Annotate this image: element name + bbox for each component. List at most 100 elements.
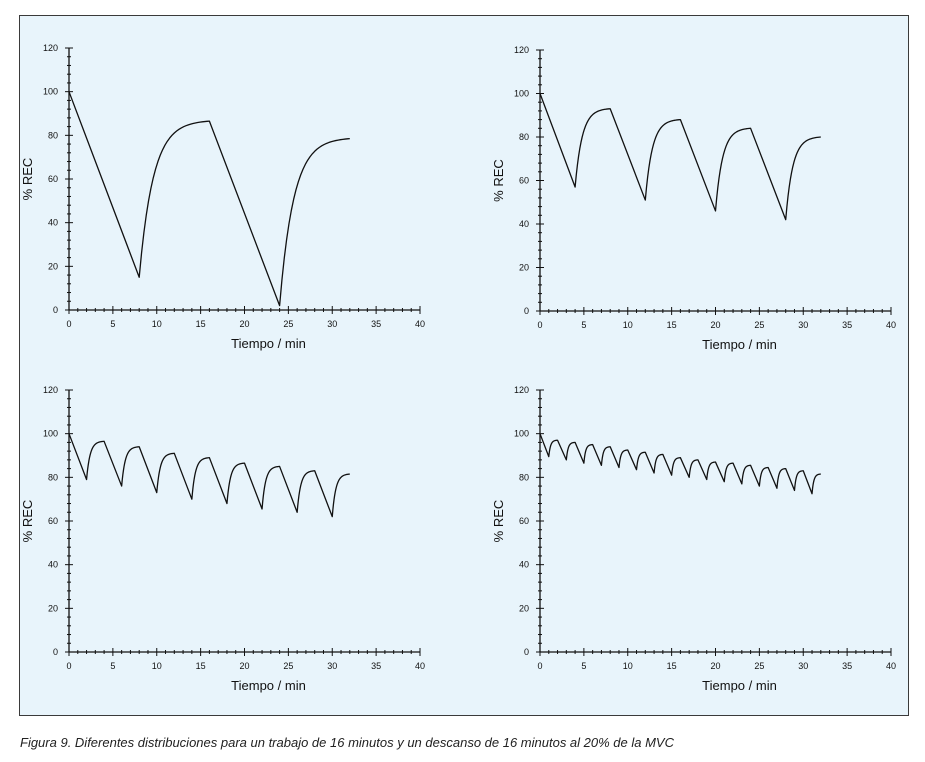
data-point <box>680 457 681 458</box>
data-point <box>86 479 87 480</box>
y-tick-label: 100 <box>43 429 58 439</box>
data-point <box>174 453 175 454</box>
data-point <box>768 467 769 468</box>
data-point <box>68 91 69 92</box>
data-point <box>636 469 637 470</box>
x-axis-label: Tiempo / min <box>231 336 306 351</box>
data-point <box>618 467 619 468</box>
x-tick-label: 5 <box>581 320 586 330</box>
y-axis-label: % REC <box>20 500 35 543</box>
x-tick-label: 10 <box>152 661 162 671</box>
y-tick-label: 120 <box>514 385 529 395</box>
data-point <box>332 516 333 517</box>
data-point <box>750 128 751 129</box>
data-point <box>627 449 628 450</box>
y-tick-label: 120 <box>43 43 58 53</box>
x-tick-label: 25 <box>283 661 293 671</box>
y-tick-label: 100 <box>514 89 529 99</box>
data-point <box>539 433 540 434</box>
x-tick-label: 20 <box>710 661 720 671</box>
data-point <box>191 499 192 500</box>
data-point <box>645 199 646 200</box>
y-tick-label: 20 <box>519 603 529 613</box>
x-tick-label: 40 <box>415 319 425 329</box>
y-tick-label: 40 <box>48 218 58 228</box>
chart-3: 0 5 10 15 20 25 30 35 40 0 20 40 60 80 100 120 Tiempo / … <box>20 385 425 693</box>
data-point <box>794 490 795 491</box>
data-point <box>750 465 751 466</box>
x-tick-label: 15 <box>667 320 677 330</box>
x-tick-label: 35 <box>371 661 381 671</box>
data-point <box>715 210 716 211</box>
data-point <box>820 136 821 137</box>
x-tick-label: 20 <box>239 661 249 671</box>
x-axis-label: Tiempo / min <box>702 678 777 693</box>
data-point <box>697 459 698 460</box>
x-axis-label: Tiempo / min <box>702 337 777 352</box>
y-axis-label: % REC <box>491 159 506 202</box>
data-point <box>209 457 210 458</box>
data-point <box>732 463 733 464</box>
data-point <box>279 305 280 306</box>
data-point <box>645 452 646 453</box>
data-point <box>539 93 540 94</box>
y-tick-label: 20 <box>48 261 58 271</box>
data-point <box>156 492 157 493</box>
data-point <box>226 503 227 504</box>
x-tick-label: 10 <box>623 661 633 671</box>
chart-4: 0 5 10 15 20 25 30 35 40 0 20 40 60 80 100 120 Tiempo / … <box>491 385 896 693</box>
x-tick-label: 40 <box>886 661 896 671</box>
y-tick-label: 120 <box>43 385 58 395</box>
data-point <box>566 459 567 460</box>
data-point <box>715 461 716 462</box>
data-point <box>314 470 315 471</box>
figure-caption: Figura 9. Diferentes distribuciones para… <box>20 735 674 750</box>
data-point <box>349 473 350 474</box>
data-point <box>610 446 611 447</box>
data-point <box>653 472 654 473</box>
x-tick-label: 35 <box>842 661 852 671</box>
data-point <box>785 468 786 469</box>
data-point <box>785 219 786 220</box>
y-axis-label: % REC <box>20 158 35 201</box>
x-tick-label: 30 <box>798 320 808 330</box>
data-point <box>548 456 549 457</box>
y-tick-label: 80 <box>48 472 58 482</box>
data-point <box>104 441 105 442</box>
data-point <box>557 440 558 441</box>
data-point <box>592 444 593 445</box>
data-point <box>759 485 760 486</box>
y-tick-label: 60 <box>48 174 58 184</box>
y-tick-label: 20 <box>519 263 529 273</box>
data-point <box>811 493 812 494</box>
data-point <box>724 481 725 482</box>
x-tick-label: 40 <box>415 661 425 671</box>
y-tick-label: 100 <box>43 87 58 97</box>
x-tick-label: 5 <box>110 661 115 671</box>
x-tick-label: 25 <box>754 320 764 330</box>
data-point <box>279 466 280 467</box>
data-point <box>261 508 262 509</box>
data-point <box>610 108 611 109</box>
x-tick-label: 5 <box>110 319 115 329</box>
y-tick-label: 20 <box>48 603 58 613</box>
x-tick-label: 40 <box>886 320 896 330</box>
x-tick-label: 10 <box>623 320 633 330</box>
x-tick-label: 25 <box>283 319 293 329</box>
y-tick-label: 0 <box>524 306 529 316</box>
x-tick-label: 0 <box>66 661 71 671</box>
data-point <box>244 463 245 464</box>
data-point <box>121 485 122 486</box>
data-point <box>601 465 602 466</box>
x-tick-label: 30 <box>798 661 808 671</box>
y-tick-label: 100 <box>514 429 529 439</box>
y-tick-label: 80 <box>48 130 58 140</box>
series-line <box>539 433 822 495</box>
y-tick-label: 60 <box>48 516 58 526</box>
data-point <box>803 470 804 471</box>
y-tick-label: 0 <box>53 647 58 657</box>
y-tick-label: 60 <box>519 176 529 186</box>
x-tick-label: 0 <box>537 320 542 330</box>
data-point <box>776 488 777 489</box>
